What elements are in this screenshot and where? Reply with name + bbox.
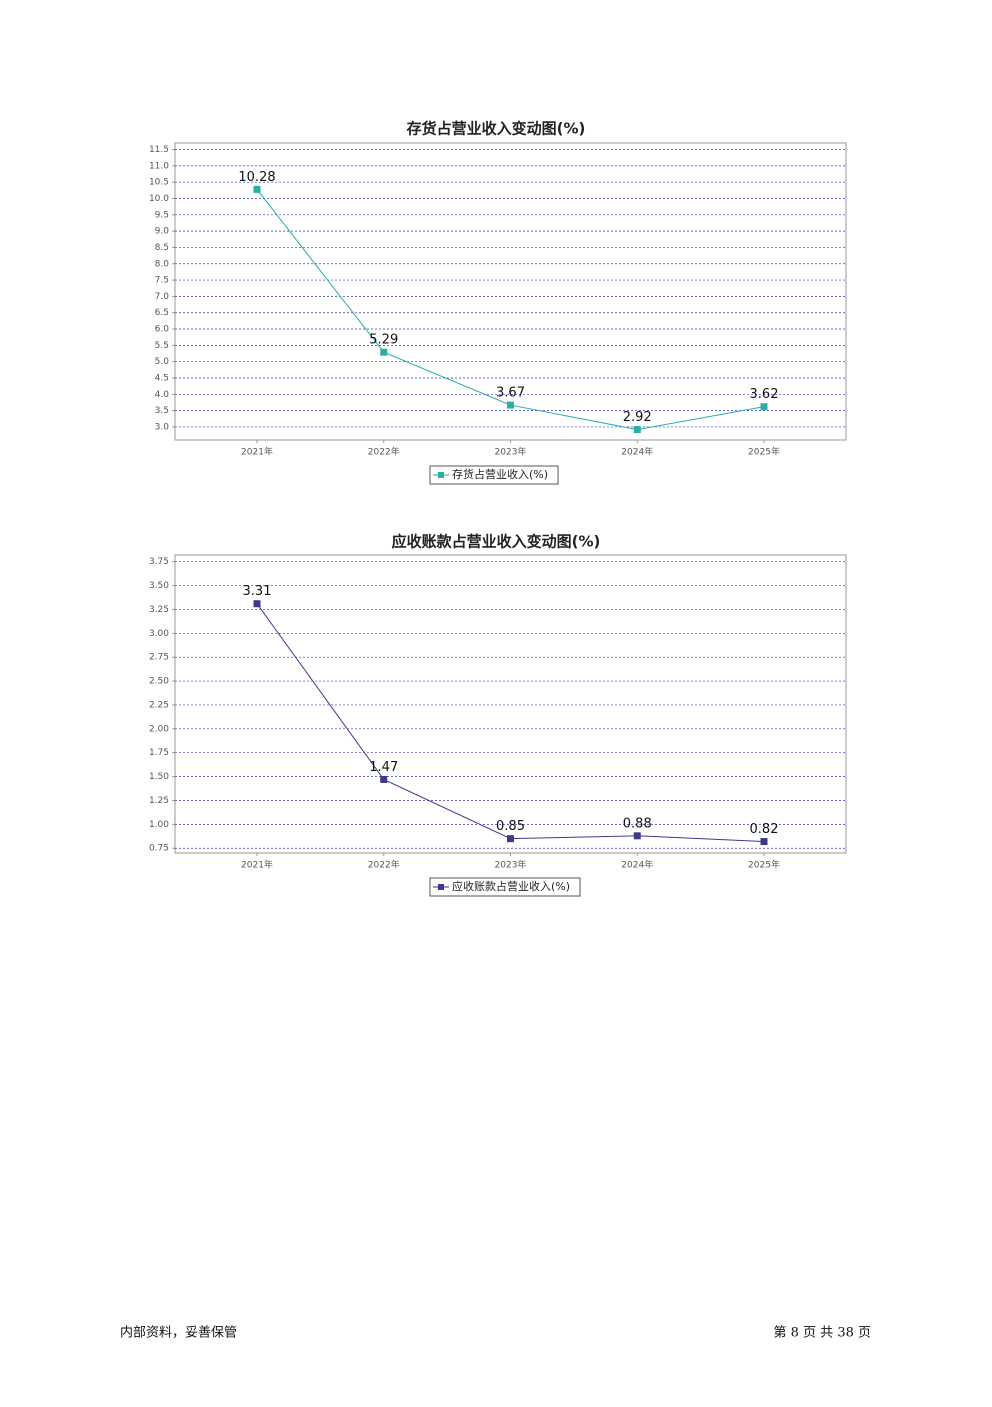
legend-marker <box>438 884 444 890</box>
y-tick-label: 9.0 <box>155 227 170 237</box>
y-tick-label: 8.0 <box>155 259 170 269</box>
y-tick-label: 5.5 <box>155 341 169 351</box>
y-tick-label: 1.25 <box>149 796 169 806</box>
y-tick-label: 1.75 <box>149 748 169 758</box>
y-tick-label: 11.5 <box>149 145 169 155</box>
legend-marker <box>438 472 444 478</box>
y-tick-label: 3.5 <box>155 406 169 416</box>
legend-box <box>429 465 559 485</box>
y-tick-label: 1.00 <box>149 820 169 830</box>
y-tick-label: 1.50 <box>149 772 169 782</box>
y-tick-label: 3.0 <box>155 422 170 432</box>
y-tick-label: 11.0 <box>149 161 169 171</box>
value-label: 0.88 <box>623 816 652 831</box>
chart-title: 存货占营业收入变动图(%) <box>407 120 586 138</box>
point <box>380 348 388 356</box>
y-tick-label: 8.5 <box>155 243 169 253</box>
chart-title: 应收账款占营业收入变动图(%) <box>392 533 601 551</box>
legend-box <box>429 877 581 897</box>
value-label: 0.85 <box>496 819 525 834</box>
value-label: 1.47 <box>369 760 398 775</box>
value-label: 10.28 <box>238 170 275 185</box>
y-tick-label: 0.75 <box>149 844 169 854</box>
y-tick-label: 10.0 <box>149 194 169 204</box>
x-tick-label: 2022年 <box>368 446 400 458</box>
x-tick-label: 2025年 <box>748 859 780 871</box>
point <box>760 403 768 411</box>
y-tick-label: 4.5 <box>155 373 169 383</box>
point <box>507 835 514 843</box>
y-tick-label: 4.0 <box>155 390 170 400</box>
x-tick-label: 2021年 <box>241 446 273 458</box>
x-tick-label: 2024年 <box>621 446 653 458</box>
value-label: 2.92 <box>623 410 652 425</box>
plot-frame <box>174 142 847 441</box>
footer-right: 第 8 页 共 38 页 <box>774 1326 871 1341</box>
value-label: 3.62 <box>750 387 779 402</box>
legend-label: 存货占营业收入(%) <box>452 467 548 481</box>
plot-frame <box>174 554 847 854</box>
point <box>507 401 514 409</box>
y-tick-label: 10.5 <box>149 178 169 188</box>
point <box>633 426 641 434</box>
y-tick-label: 3.00 <box>149 629 169 639</box>
point <box>633 832 641 840</box>
y-tick-label: 2.50 <box>149 677 169 687</box>
footer-left: 内部资料，妥善保管 <box>120 1325 237 1341</box>
value-label: 0.82 <box>750 822 779 837</box>
x-tick-label: 2023年 <box>495 859 527 871</box>
point <box>760 838 768 846</box>
x-tick-label: 2023年 <box>495 446 527 458</box>
point <box>380 775 388 783</box>
x-tick-label: 2024年 <box>621 859 653 871</box>
value-label: 5.29 <box>369 333 398 348</box>
y-tick-label: 6.0 <box>155 325 170 335</box>
y-tick-label: 7.5 <box>155 276 169 286</box>
point <box>253 185 261 193</box>
y-tick-label: 2.25 <box>149 700 169 710</box>
y-tick-label: 5.0 <box>155 357 170 367</box>
y-tick-label: 3.25 <box>149 605 169 615</box>
point <box>253 600 261 608</box>
y-tick-label: 3.50 <box>149 581 169 591</box>
y-tick-label: 7.0 <box>155 292 170 302</box>
y-tick-label: 9.5 <box>155 210 169 220</box>
y-tick-label: 3.75 <box>149 557 169 567</box>
legend-label: 应收账款占营业收入(%) <box>452 879 570 893</box>
x-tick-label: 2021年 <box>241 859 273 871</box>
y-tick-label: 2.00 <box>149 724 169 734</box>
y-tick-label: 6.5 <box>155 308 169 318</box>
value-label: 3.31 <box>243 584 272 599</box>
x-tick-label: 2025年 <box>748 446 780 458</box>
value-label: 3.67 <box>496 386 525 401</box>
x-tick-label: 2022年 <box>368 859 400 871</box>
y-tick-label: 2.75 <box>149 653 169 663</box>
